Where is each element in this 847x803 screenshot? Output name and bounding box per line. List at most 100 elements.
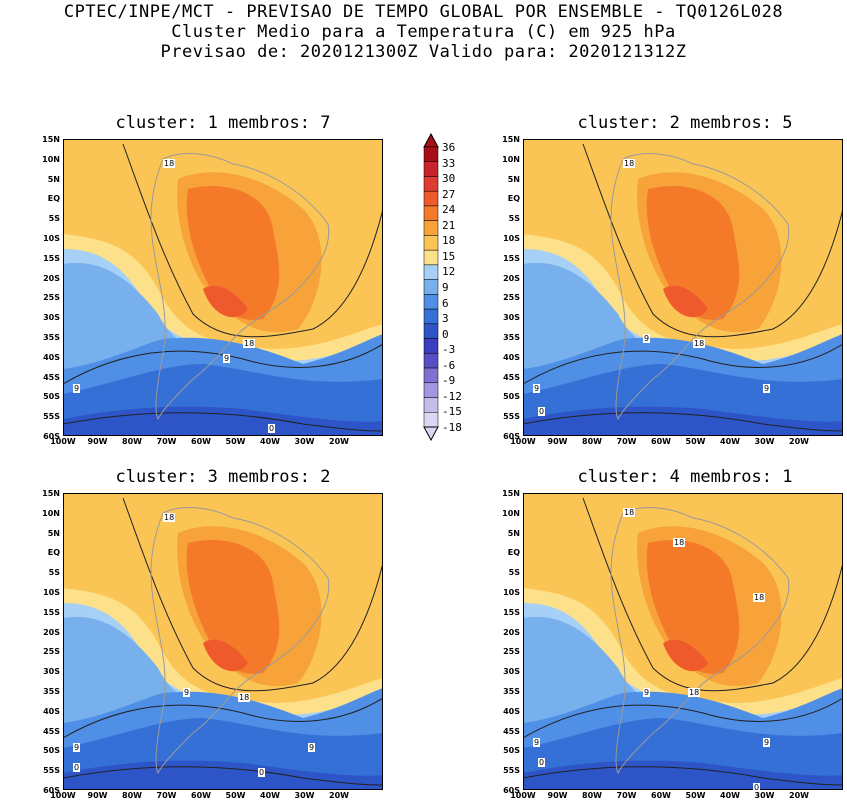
latitude-label: EQ bbox=[507, 548, 520, 558]
colorbar-segment bbox=[423, 308, 439, 325]
longitude-label: 20W bbox=[329, 791, 349, 800]
colorbar-segment bbox=[423, 323, 439, 339]
longitude-label: 90W bbox=[547, 437, 568, 446]
contour-value-label: 0 bbox=[258, 768, 266, 777]
map-frame bbox=[63, 493, 383, 790]
colorbar-segment bbox=[423, 279, 439, 295]
colorbar-tick-label: -12 bbox=[442, 389, 462, 403]
longitude-label: 80W bbox=[122, 437, 142, 446]
latitude-label: 60S bbox=[503, 786, 520, 795]
latitude-label: 30S bbox=[503, 667, 520, 677]
map-frame bbox=[523, 493, 843, 790]
latitude-label: 10S bbox=[503, 234, 520, 243]
contour-value-label: 9 bbox=[643, 688, 651, 697]
map-frame bbox=[523, 139, 843, 436]
colorbar-tick-label: -15 bbox=[442, 405, 462, 419]
latitude-label: 10N bbox=[502, 154, 520, 164]
map-panel-cluster-2 bbox=[523, 139, 843, 436]
colorbar-segment bbox=[423, 205, 439, 221]
contour-value-label: 9 bbox=[183, 688, 191, 697]
temperature-warm-27 bbox=[663, 639, 708, 672]
colorbar-tick-label: 18 bbox=[442, 234, 456, 248]
latitude-label: 15S bbox=[503, 607, 520, 617]
colorbar-segment bbox=[423, 338, 439, 354]
header-title: CPTEC/INPE/MCT - PREVISAO DE TEMPO GLOBA… bbox=[63, 2, 784, 22]
map-svg bbox=[63, 139, 383, 436]
contour-line bbox=[582, 143, 843, 338]
latitude-label: 5N bbox=[507, 174, 520, 184]
colorbar-tick-label: -6 bbox=[442, 358, 456, 372]
colorbar-segment bbox=[423, 412, 439, 428]
contour-line bbox=[63, 412, 383, 432]
longitude-label: 100W bbox=[50, 437, 76, 446]
colorbar-tick-label: 36 bbox=[442, 141, 456, 154]
latitude-label: EQ bbox=[47, 194, 60, 204]
colorbar-segment bbox=[423, 249, 439, 266]
longitude-label: 40W bbox=[260, 791, 280, 800]
panel-1-title: cluster: 1 membros: 7 bbox=[115, 113, 331, 133]
colorbar-svg bbox=[423, 132, 439, 442]
colorbar-tick-label: 27 bbox=[442, 187, 456, 201]
contour-value-label: 9 bbox=[533, 384, 541, 393]
latitude-label: 30S bbox=[43, 313, 60, 323]
contour-line bbox=[523, 343, 843, 385]
latitude-label: 10N bbox=[42, 508, 60, 518]
contour-value-label: 9 bbox=[223, 354, 231, 363]
latitude-label: 15N bbox=[502, 489, 520, 498]
south-america-coastline bbox=[150, 507, 330, 775]
latitude-label: 55S bbox=[503, 766, 520, 776]
longitude-label: 60W bbox=[191, 437, 211, 446]
colorbar-tick-label: -18 bbox=[442, 421, 462, 434]
contour-value-label: 0 bbox=[538, 758, 546, 767]
latitude-label: 40S bbox=[503, 352, 520, 362]
latitude-label: 5S bbox=[508, 568, 520, 578]
colorbar-segment bbox=[423, 190, 439, 207]
header-subtitle: Cluster Medio para a Temperatura (C) em … bbox=[171, 22, 676, 42]
longitude-label: 80W bbox=[582, 791, 602, 800]
contour-line bbox=[63, 766, 383, 786]
contour-value-label: 18 bbox=[243, 339, 256, 348]
longitude-label: 30W bbox=[754, 437, 775, 446]
south-america-coastline bbox=[150, 153, 330, 421]
latitude-label: 40S bbox=[503, 706, 520, 716]
colorbar-segment bbox=[423, 146, 439, 162]
contour-value-label: 18 bbox=[163, 513, 176, 522]
longitude-label: 30W bbox=[754, 791, 775, 800]
latitude-label: 25S bbox=[503, 647, 520, 657]
contour-value-label: 9 bbox=[533, 738, 541, 747]
latitude-label: 45S bbox=[503, 726, 520, 736]
latitude-label: 5N bbox=[507, 528, 520, 538]
temperature-warm-27 bbox=[663, 285, 708, 318]
contour-value-label: 0 bbox=[268, 424, 276, 433]
colorbar-tick-label: 30 bbox=[442, 172, 456, 186]
latitude-label: 35S bbox=[503, 687, 520, 696]
latitude-label: 30S bbox=[43, 667, 60, 677]
contour-value-label: 18 bbox=[688, 688, 701, 697]
south-america-coastline bbox=[610, 507, 790, 775]
colorbar-tick-label: 33 bbox=[442, 156, 456, 170]
colorbar-tick-label: 3 bbox=[442, 312, 449, 326]
colorbar-min-arrow bbox=[423, 426, 439, 442]
panel-4-title: cluster: 4 membros: 1 bbox=[577, 467, 793, 487]
longitude-label: 70W bbox=[616, 791, 637, 800]
contour-value-label: 18 bbox=[753, 593, 766, 602]
latitude-label: EQ bbox=[47, 548, 60, 558]
latitude-label: 5N bbox=[47, 174, 60, 184]
colorbar-tick-label: 21 bbox=[442, 218, 456, 232]
latitude-label: 45S bbox=[503, 372, 520, 382]
longitude-label: 40W bbox=[260, 437, 280, 446]
latitude-label: 20S bbox=[43, 273, 60, 283]
longitude-label: 70W bbox=[616, 437, 637, 446]
latitude-label: 15S bbox=[43, 607, 60, 617]
latitude-label: 10N bbox=[42, 154, 60, 164]
longitude-label: 50W bbox=[685, 791, 706, 800]
longitude-label: 50W bbox=[225, 437, 246, 446]
colorbar-tick-label: 15 bbox=[442, 249, 456, 263]
latitude-label: 25S bbox=[43, 647, 60, 657]
latitude-label: 15N bbox=[502, 135, 520, 144]
longitude-label: 90W bbox=[87, 791, 108, 800]
colorbar-segment bbox=[423, 353, 439, 369]
latitude-label: 60S bbox=[43, 432, 60, 441]
colorbar-tick-label: 12 bbox=[442, 265, 456, 279]
longitude-label: 70W bbox=[156, 437, 177, 446]
